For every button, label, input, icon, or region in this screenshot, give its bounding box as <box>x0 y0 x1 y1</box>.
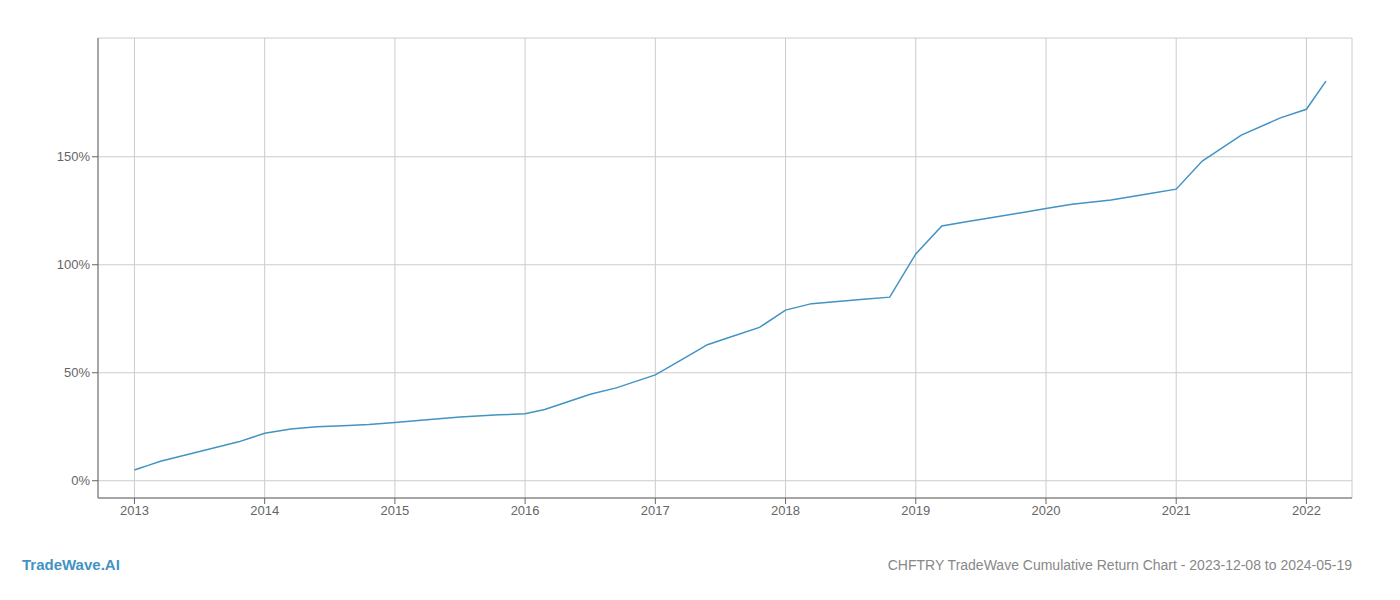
svg-text:2014: 2014 <box>250 503 279 518</box>
html-text:CHFTRY TradeWave Cumulative Re: CHFTRY TradeWave Cumulative Return Chart… <box>887 557 1352 573</box>
svg-text:100%: 100% <box>57 257 91 272</box>
svg-text:50%: 50% <box>64 365 90 380</box>
html-text:TradeWave.AI: TradeWave.AI <box>22 556 120 573</box>
svg-text:2019: 2019 <box>901 503 930 518</box>
svg-text:2018: 2018 <box>771 503 800 518</box>
svg-text:2017: 2017 <box>641 503 670 518</box>
svg-text:150%: 150% <box>57 149 91 164</box>
svg-text:2022: 2022 <box>1292 503 1321 518</box>
svg-text:2021: 2021 <box>1162 503 1191 518</box>
svg-text:2015: 2015 <box>380 503 409 518</box>
svg-text:0%: 0% <box>71 473 90 488</box>
svg-text:2013: 2013 <box>120 503 149 518</box>
svg-text:2020: 2020 <box>1032 503 1061 518</box>
svg-text:2016: 2016 <box>511 503 540 518</box>
